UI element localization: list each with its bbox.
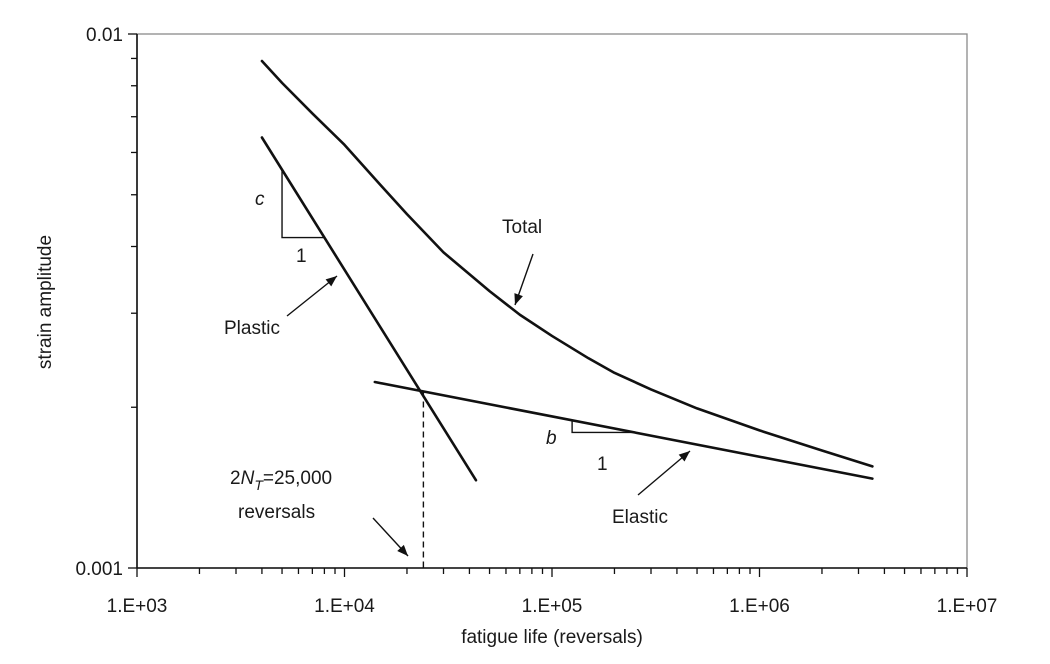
series-elastic-line	[373, 380, 874, 480]
x-axis-label: fatigue life (reversals)	[461, 627, 643, 648]
plastic-slope-triangle	[281, 169, 325, 239]
elastic-label: Elastic	[612, 507, 668, 528]
series-plastic-line	[260, 136, 478, 482]
elastic-slope-triangle	[571, 420, 635, 434]
x-tick-label: 1.E+04	[314, 596, 375, 617]
transition-var: N	[241, 468, 255, 489]
transition-value: =25,000	[263, 468, 332, 489]
x-tick-label: 1.E+07	[937, 596, 998, 617]
transition-unit-label: reversals	[238, 502, 315, 523]
transition-life-label: 2NT=25,000	[230, 468, 332, 493]
annotations: Total Plastic Elastic c 1 b 1 2NT=25,000…	[35, 169, 691, 648]
elastic-slope-run: 1	[597, 454, 608, 475]
y-axis-label: strain amplitude	[35, 235, 56, 369]
y-tick-label: 0.001	[75, 559, 123, 580]
plastic-arrow	[286, 275, 338, 317]
transition-prefix: 2	[230, 468, 241, 489]
transition-sub: T	[254, 477, 264, 493]
x-tick-label: 1.E+03	[107, 596, 168, 617]
series-total-line	[260, 59, 874, 468]
y-tick-label: 0.01	[86, 25, 123, 46]
curves	[260, 59, 874, 482]
plastic-label: Plastic	[224, 318, 280, 339]
elastic-slope-symbol: b	[546, 428, 557, 449]
total-label: Total	[502, 217, 542, 238]
plastic-slope-run: 1	[296, 246, 307, 267]
x-tick-label: 1.E+06	[729, 596, 790, 617]
axes: 1.E+03 1.E+04 1.E+05 1.E+06 1.E+07 0.001 0.01	[75, 25, 997, 617]
total-arrow	[514, 253, 534, 306]
x-tick-label: 1.E+05	[522, 596, 583, 617]
elastic-arrow	[637, 450, 691, 496]
transition-arrow	[372, 517, 409, 557]
plastic-slope-symbol: c	[255, 189, 265, 210]
